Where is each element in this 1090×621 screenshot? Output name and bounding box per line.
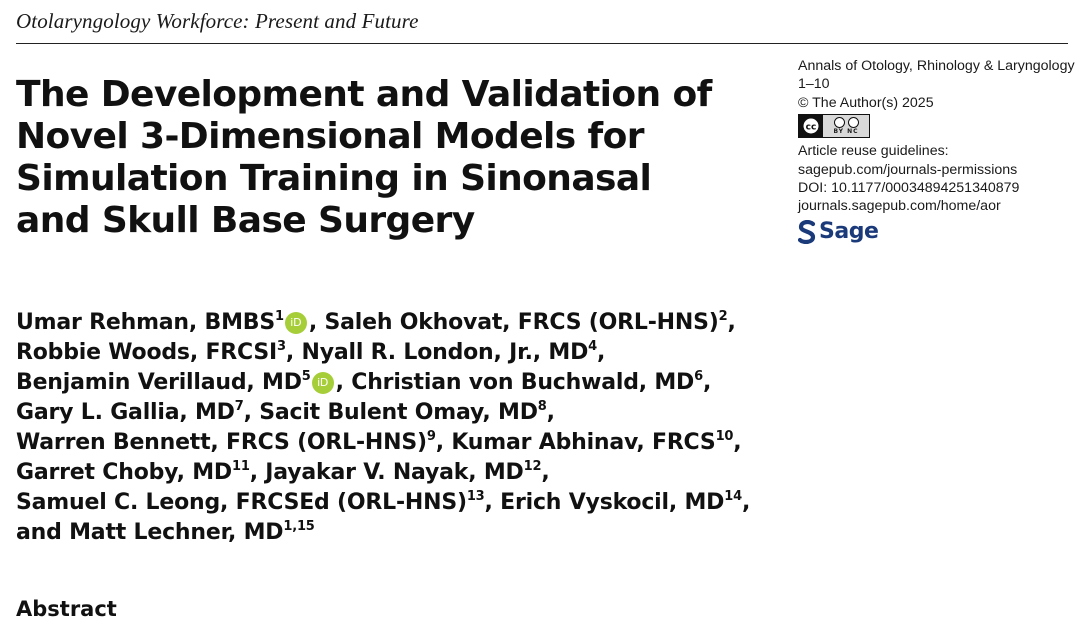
author-name: Benjamin Verillaud, MD (16, 370, 302, 395)
creative-commons-by-nc-icon[interactable]: cc BY NC (798, 114, 870, 139)
cc-icon: cc (799, 115, 823, 138)
author-name: , Erich Vyskocil, MD (484, 490, 725, 515)
sage-logo: Sage (798, 218, 1088, 244)
reuse-link[interactable]: sagepub.com/journals-permissions (798, 161, 1018, 178)
author-name: Samuel C. Leong, FRCSEd (ORL-HNS) (16, 490, 467, 515)
author-line: Garret Choby, MD11, Jayakar V. Nayak, MD… (16, 458, 796, 488)
author-name: Robbie Woods, FRCSI (16, 340, 277, 365)
author-line: Warren Bennett, FRCS (ORL-HNS)9, Kumar A… (16, 428, 796, 458)
author-name: Gary L. Gallia, MD (16, 400, 235, 425)
abstract-heading: Abstract (16, 597, 117, 621)
author-name: , Saleh Okhovat, FRCS (ORL-HNS) (308, 310, 719, 335)
license-badge-text: BY NC (833, 128, 859, 136)
separator: , (597, 340, 606, 365)
author-name: , Kumar Abhinav, FRCS (435, 430, 716, 455)
separator: , (702, 370, 712, 395)
title-line: Novel 3-Dimensional Models for (16, 116, 644, 157)
sage-s-icon (798, 219, 816, 244)
orcid-icon[interactable]: iD (284, 312, 307, 334)
affiliation-sup: 13 (466, 489, 485, 504)
journal-link[interactable]: journals.sagepub.com/home/aor (798, 198, 1001, 215)
affiliation-sup: 12 (523, 459, 542, 474)
author-name: , Nyall R. London, Jr., MD (285, 340, 589, 365)
affiliation-sup: 11 (231, 459, 250, 474)
author-line: and Matt Lechner, MD1,15 (16, 518, 796, 548)
reuse-label: Article reuse guidelines: (798, 143, 949, 160)
author-line: Samuel C. Leong, FRCSEd (ORL-HNS)13, Eri… (16, 488, 796, 518)
author-list: Umar Rehman, BMBS1 iD, Saleh Okhovat, FRC… (16, 308, 796, 548)
affiliation-sup: 4 (588, 339, 598, 354)
copyright: © The Author(s) 2025 (798, 94, 934, 111)
separator: , (741, 490, 751, 515)
affiliation-sup: 9 (426, 429, 436, 444)
affiliation-sup: 10 (715, 429, 734, 444)
affiliation-sup: 2 (718, 309, 728, 324)
separator: , (546, 400, 555, 425)
affiliation-sup: 5 (301, 369, 311, 384)
author-name: , Sacit Bulent Omay, MD (243, 400, 538, 425)
svg-text:cc: cc (806, 123, 817, 133)
journal-info: Annals of Otology, Rhinology & Laryngolo… (798, 57, 1088, 244)
affiliation-sup: 3 (277, 339, 286, 354)
doi[interactable]: DOI: 10.1177/00034894251340879 (798, 180, 1020, 197)
affiliation-sup: 7 (234, 399, 244, 414)
page-range: 1–10 (798, 76, 830, 93)
author-name: Umar Rehman, BMBS (16, 310, 275, 335)
separator: , (541, 460, 550, 485)
separator: , (727, 310, 736, 335)
article-title: The Development and Validation of Novel … (16, 74, 736, 242)
separator: , (733, 430, 742, 455)
affiliation-sup: 8 (537, 399, 547, 414)
header-rule (16, 43, 1068, 44)
author-line: Benjamin Verillaud, MD5 iD, Christian von… (16, 368, 796, 398)
author-name: Warren Bennett, FRCS (ORL-HNS) (16, 430, 427, 455)
author-name: and Matt Lechner, MD (16, 520, 284, 545)
author-name: Garret Choby, MD (16, 460, 232, 485)
orcid-icon[interactable]: iD (311, 372, 334, 394)
title-line: and Skull Base Surgery (16, 200, 475, 241)
journal-name: Annals of Otology, Rhinology & Laryngolo… (798, 58, 1075, 74)
title-line: The Development and Validation of (16, 74, 712, 115)
affiliation-sup: 1,15 (283, 519, 315, 534)
non-commercial-icon (847, 117, 859, 129)
author-name: , Jayakar V. Nayak, MD (249, 460, 524, 485)
publisher-name: Sage (819, 218, 879, 244)
author-line: Robbie Woods, FRCSI3, Nyall R. London, J… (16, 338, 796, 368)
affiliation-sup: 14 (724, 489, 742, 504)
author-name: , Christian von Buchwald, MD (335, 370, 695, 395)
affiliation-sup: 6 (694, 369, 703, 384)
by-attribution-icon (833, 117, 845, 129)
author-line: Umar Rehman, BMBS1 iD, Saleh Okhovat, FRC… (16, 308, 796, 338)
author-line: Gary L. Gallia, MD7, Sacit Bulent Omay, … (16, 398, 796, 428)
affiliation-sup: 1 (275, 309, 284, 324)
running-head: Otolaryngology Workforce: Present and Fu… (16, 9, 419, 33)
title-line: Simulation Training in Sinonasal (16, 158, 652, 199)
